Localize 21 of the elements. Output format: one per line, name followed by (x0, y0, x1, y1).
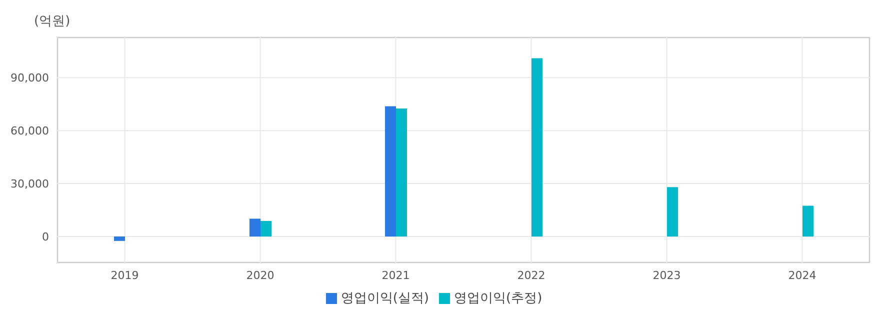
x-tick-label: 2019 (110, 268, 139, 282)
legend-label: 영업이익(실적) (340, 291, 429, 306)
y-tick-label: 0 (42, 230, 49, 244)
legend-label: 영업이익(추정) (454, 291, 542, 306)
bar (532, 58, 542, 237)
y-tick-label: 30,000 (10, 177, 49, 190)
bar (667, 187, 678, 237)
bar (260, 220, 272, 237)
y-tick-label: 90,000 (10, 72, 49, 85)
x-tick-label: 2021 (382, 268, 410, 282)
bar (250, 218, 260, 237)
y-tick-label: 60,000 (10, 124, 49, 138)
x-tick-label: 2024 (788, 268, 816, 282)
x-tick-label: 2022 (517, 268, 546, 282)
bar (385, 106, 396, 237)
bar (114, 236, 125, 241)
y-axis-title: (억원) (34, 13, 70, 30)
bar (396, 108, 407, 237)
x-tick-label: 2023 (652, 268, 681, 282)
x-tick-label: 2020 (246, 268, 274, 282)
bar (802, 206, 814, 237)
